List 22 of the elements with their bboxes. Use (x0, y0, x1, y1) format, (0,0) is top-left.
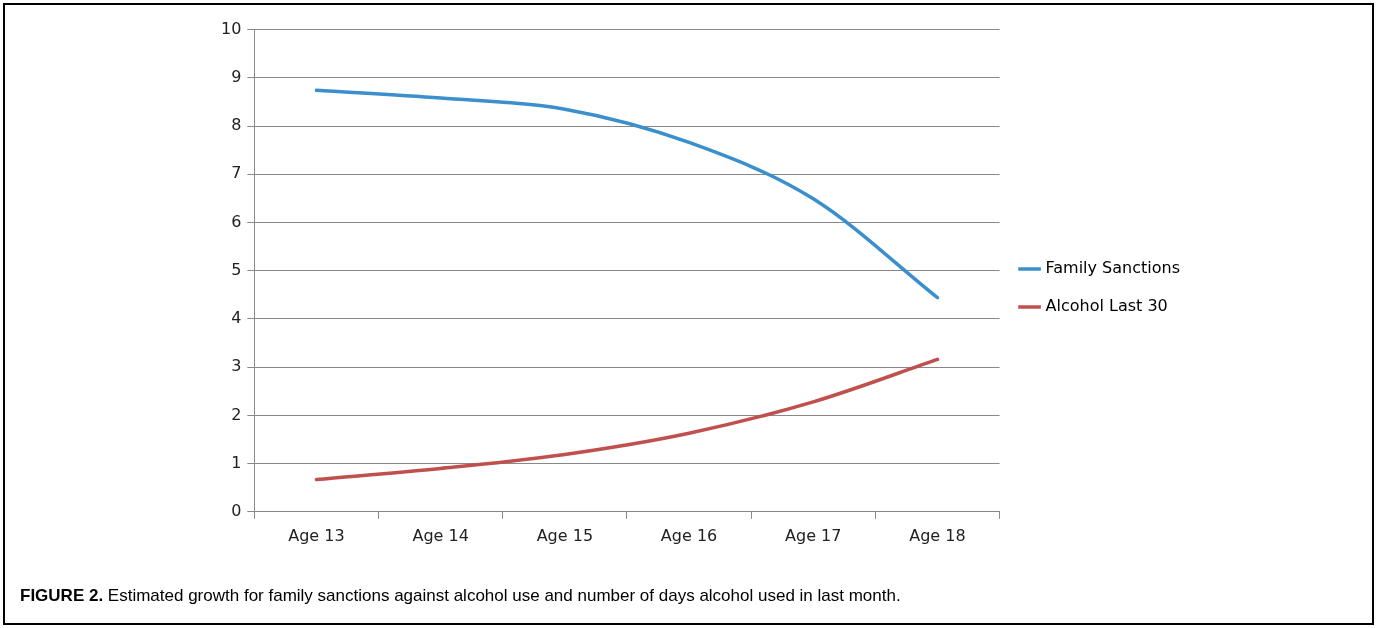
line-series (314, 357, 940, 482)
y-tick-label: 6 (231, 211, 242, 231)
y-tick-label: 0 (231, 500, 242, 520)
x-tick-label: Age 13 (288, 525, 345, 545)
y-tick-label: 7 (231, 163, 242, 183)
caption: FIGURE 2. Estimated growth for family sanctions against alcohol use and number of days alcohol used in last month. (20, 586, 901, 606)
y-tick-label: 10 (221, 18, 242, 38)
y-tick-label: 3 (231, 356, 242, 376)
y-tick-label: 1 (231, 452, 242, 472)
y-tick-label: 4 (231, 308, 242, 328)
x-tick-label: Age 18 (909, 525, 966, 545)
y-tick-label: 2 (231, 404, 242, 424)
x-tick-label: Age 15 (536, 525, 594, 545)
y-tick-label: 9 (231, 66, 242, 86)
x-tick-label: Age 16 (660, 525, 718, 545)
y-tick-label: 8 (231, 115, 242, 135)
x-tick-label: Age 17 (785, 525, 842, 545)
y-tick-label: 5 (231, 259, 242, 279)
legend-label: Alcohol Last 30 (1045, 296, 1168, 316)
line-series (314, 88, 940, 300)
legend-label: Family Sanctions (1045, 258, 1180, 278)
x-tick-label: Age 14 (412, 525, 469, 545)
